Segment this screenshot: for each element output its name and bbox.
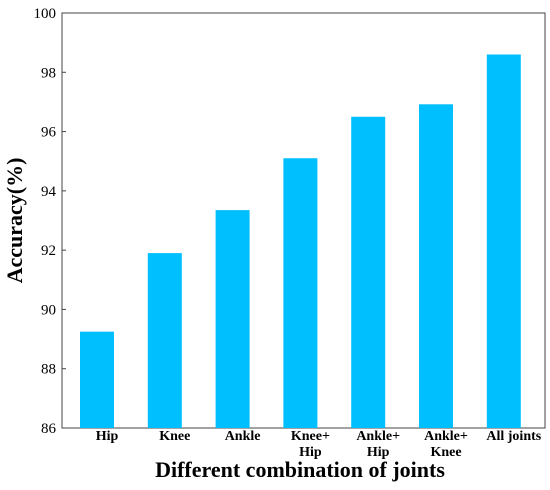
y-tick-label: 90 [41,302,56,318]
x-category-label: Knee [430,445,461,460]
x-category-label: Knee+ [291,429,330,444]
bar [351,116,386,428]
bar-series [80,54,521,429]
y-tick-label: 94 [41,184,57,200]
x-category-label: All joints [486,429,541,444]
y-tick-label: 100 [34,6,57,22]
x-category-label: Hip [367,445,390,460]
x-category-label: Knee [159,429,190,444]
x-category-label: Ankle [225,429,261,444]
bar [283,158,318,428]
x-axis-category-labels: Hip Knee Ankle Knee+HipAnkle+HipAnkle+KneeA… [96,429,542,460]
bar [147,253,182,428]
x-category-label: Ankle+ [356,429,400,444]
y-tick-label: 98 [41,65,56,81]
x-category-label: Ankle+ [424,429,468,444]
x-axis-title: Different combination of joints [155,457,445,482]
bar [486,54,521,428]
bar [419,104,453,429]
y-tick-label: 86 [41,421,57,437]
x-category-label: Hip [96,429,119,444]
y-tick-label: 96 [41,125,57,141]
y-axis-ticks: 86 88 90 92 94 96 98 100 [34,6,66,437]
bar [215,210,250,428]
y-tick-label: 92 [41,243,56,259]
bar [80,331,114,428]
y-axis-title: Accuracy(%) [2,158,27,284]
y-tick-label: 88 [41,362,56,378]
x-category-label: Hip [299,445,322,460]
